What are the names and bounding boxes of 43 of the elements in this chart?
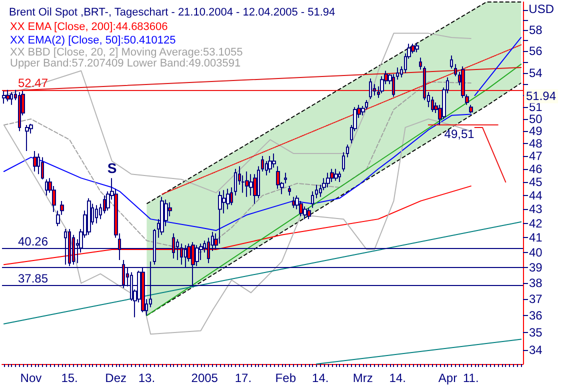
y-tick-label: 48 — [529, 136, 543, 150]
y-tick-label: 58 — [529, 23, 543, 38]
text: XX BBD [Close, 20, 2] Moving Average:53.1055 Upper Band:57.207409 Lower Band:49.003591 — [10, 46, 243, 70]
y-tick-label: 39 — [529, 260, 543, 275]
y-tick-label: 47 — [529, 149, 543, 164]
y-tick-label: 38 — [529, 276, 543, 290]
y-tick-label: 34 — [529, 342, 543, 357]
text: S — [107, 160, 117, 176]
y-tick-label: 43 — [529, 202, 543, 216]
text: XX EMA [Close, 200]:44.683606 — [10, 21, 168, 33]
y-tick-label: 44 — [529, 188, 543, 202]
x-tick-label: 17. — [234, 371, 252, 385]
y-axis-title: USD — [528, 2, 554, 16]
y-tick-label: 36 — [529, 308, 543, 323]
y-tick-label: 37 — [529, 292, 543, 306]
ref-line-label: 37.85 — [18, 272, 48, 286]
y-tick-label: 46 — [529, 162, 543, 176]
x-tick-label: 2005 — [191, 371, 218, 385]
y-tick-label: 35 — [529, 325, 543, 340]
y-tick-label: 49 — [529, 124, 543, 138]
chart-title: Brent Oil Spot ,BRT-, Tageschart - 21.10.2004 - 12.04.2005 - 51.94 — [9, 6, 336, 18]
ref-line-label: 40.26 — [18, 234, 48, 249]
y-tick-label: 56 — [529, 44, 543, 58]
y-tick-label: 54 — [529, 66, 543, 80]
text: XX EMA(2) [Close, 50]:50.410125 — [10, 34, 176, 46]
y-tick-label: 41 — [529, 230, 543, 245]
x-tick-label: 11. — [463, 371, 479, 385]
x-tick-label: Nov — [20, 371, 42, 385]
y-tick-label: 45 — [529, 175, 543, 190]
x-tick-label: Mrz — [352, 371, 373, 385]
x-tick-label: 14. — [389, 371, 406, 385]
x-tick-label: Feb — [275, 371, 296, 385]
x-tick-label: Dez — [105, 371, 127, 385]
data-label: 49,51 — [444, 126, 475, 141]
y-tick-label: 50 — [529, 112, 543, 126]
ref-line-label: 52.47 — [18, 76, 48, 90]
annotation: 51.94 — [526, 89, 556, 104]
x-tick-label: Apr — [438, 371, 458, 385]
x-tick-label: 15. — [61, 371, 78, 385]
y-tick-label: 40 — [529, 246, 543, 260]
x-tick-label: 13. — [138, 371, 156, 385]
x-tick-label: 14. — [312, 371, 329, 385]
y-tick-label: 42 — [529, 216, 543, 230]
